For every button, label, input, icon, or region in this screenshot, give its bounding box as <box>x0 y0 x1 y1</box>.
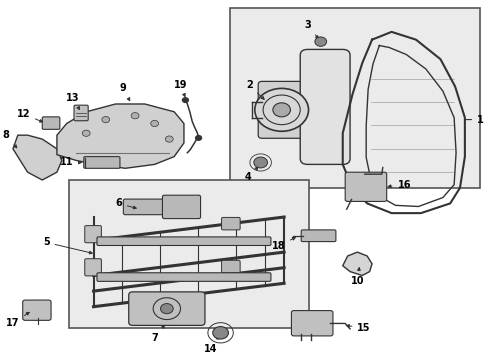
FancyBboxPatch shape <box>84 157 120 168</box>
FancyBboxPatch shape <box>74 105 88 121</box>
FancyBboxPatch shape <box>221 260 240 273</box>
FancyBboxPatch shape <box>97 273 271 282</box>
Circle shape <box>166 136 173 142</box>
Text: 6: 6 <box>115 198 136 209</box>
Circle shape <box>255 89 309 131</box>
Circle shape <box>273 103 291 117</box>
Text: 13: 13 <box>66 93 80 109</box>
Circle shape <box>131 113 139 119</box>
Text: 11: 11 <box>60 157 81 167</box>
Circle shape <box>151 120 159 127</box>
Circle shape <box>182 98 188 103</box>
Polygon shape <box>13 135 62 180</box>
Text: 17: 17 <box>6 312 29 328</box>
Text: 16: 16 <box>388 180 411 190</box>
Text: 3: 3 <box>304 20 319 39</box>
Polygon shape <box>57 104 184 168</box>
Polygon shape <box>343 252 372 275</box>
FancyBboxPatch shape <box>23 300 51 320</box>
FancyBboxPatch shape <box>301 230 336 242</box>
Text: 2: 2 <box>246 80 264 99</box>
FancyBboxPatch shape <box>221 217 240 230</box>
Circle shape <box>161 303 173 314</box>
Text: 1: 1 <box>465 114 484 125</box>
FancyBboxPatch shape <box>258 81 305 138</box>
Circle shape <box>315 37 327 46</box>
Bar <box>230 9 480 188</box>
Text: 18: 18 <box>271 238 295 251</box>
Text: 8: 8 <box>2 130 17 148</box>
Text: 12: 12 <box>17 109 43 122</box>
Text: 15: 15 <box>346 323 371 333</box>
FancyBboxPatch shape <box>123 199 171 215</box>
Text: 14: 14 <box>204 336 219 355</box>
Circle shape <box>82 130 90 136</box>
FancyBboxPatch shape <box>345 172 387 202</box>
Text: 7: 7 <box>151 325 165 343</box>
Text: 10: 10 <box>351 267 364 286</box>
FancyBboxPatch shape <box>292 311 333 336</box>
FancyBboxPatch shape <box>97 237 271 246</box>
FancyBboxPatch shape <box>300 49 350 165</box>
FancyBboxPatch shape <box>163 195 200 219</box>
Text: 19: 19 <box>174 80 187 96</box>
Text: 9: 9 <box>120 84 130 101</box>
FancyBboxPatch shape <box>42 117 60 129</box>
Circle shape <box>213 327 228 339</box>
Circle shape <box>254 157 268 168</box>
FancyBboxPatch shape <box>129 292 205 325</box>
Text: 4: 4 <box>245 167 258 182</box>
FancyBboxPatch shape <box>85 259 101 276</box>
Circle shape <box>102 117 110 123</box>
Text: 5: 5 <box>43 237 92 254</box>
Bar <box>69 180 309 328</box>
FancyBboxPatch shape <box>85 226 101 243</box>
Circle shape <box>196 136 201 140</box>
